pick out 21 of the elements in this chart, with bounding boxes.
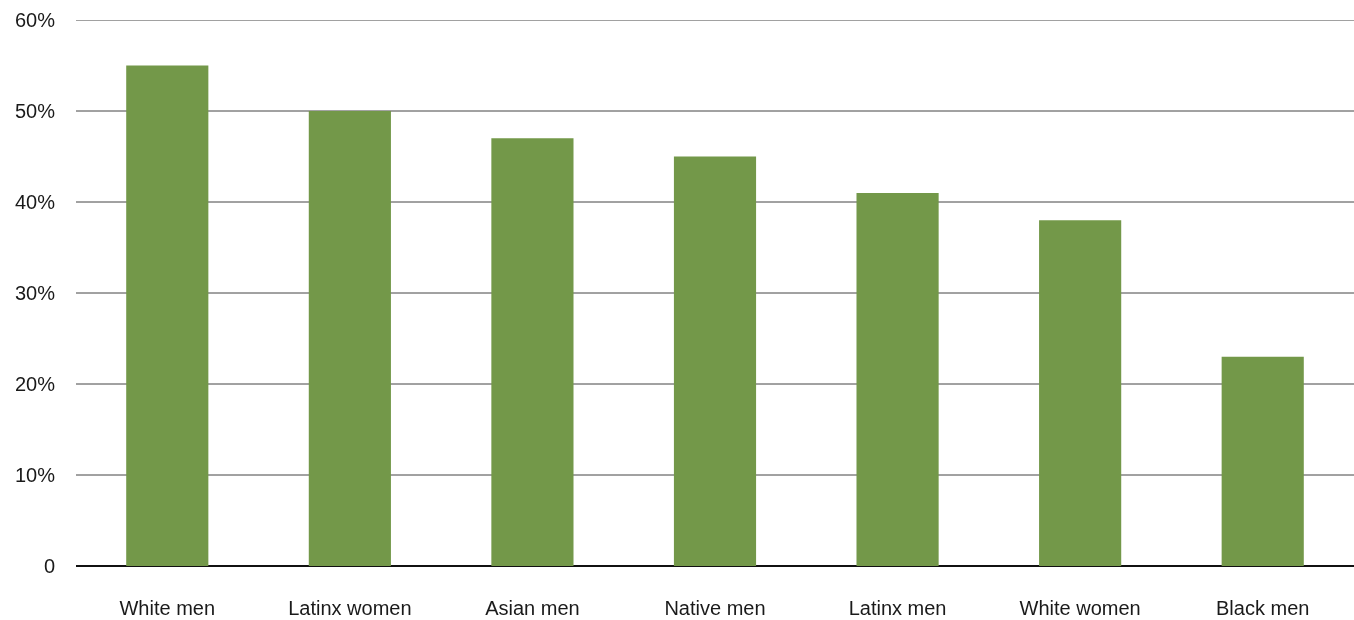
y-tick-label: 10% bbox=[14, 464, 56, 486]
y-tick-label: 30% bbox=[14, 282, 56, 304]
y-tick-label: 20% bbox=[14, 373, 56, 395]
y-tick-label: 60% bbox=[14, 9, 56, 31]
bar bbox=[673, 156, 757, 566]
y-tick-label: 50% bbox=[14, 100, 56, 122]
bar bbox=[856, 192, 939, 566]
bar bbox=[1039, 220, 1122, 566]
bar bbox=[1221, 356, 1304, 566]
x-tick-label: Black men bbox=[1216, 597, 1310, 619]
x-tick-label: Asian men bbox=[485, 597, 580, 619]
y-tick-label: 40% bbox=[14, 191, 56, 213]
bar bbox=[308, 111, 391, 566]
x-tick-label: Latinx men bbox=[848, 597, 947, 619]
y-tick-label: 0 bbox=[43, 555, 55, 577]
x-tick-label: White men bbox=[119, 597, 216, 619]
x-tick-label: Native men bbox=[664, 597, 766, 619]
x-tick-label: White women bbox=[1019, 597, 1141, 619]
bar bbox=[491, 138, 574, 566]
x-tick-label: Latinx women bbox=[288, 597, 412, 619]
bar bbox=[126, 65, 209, 566]
